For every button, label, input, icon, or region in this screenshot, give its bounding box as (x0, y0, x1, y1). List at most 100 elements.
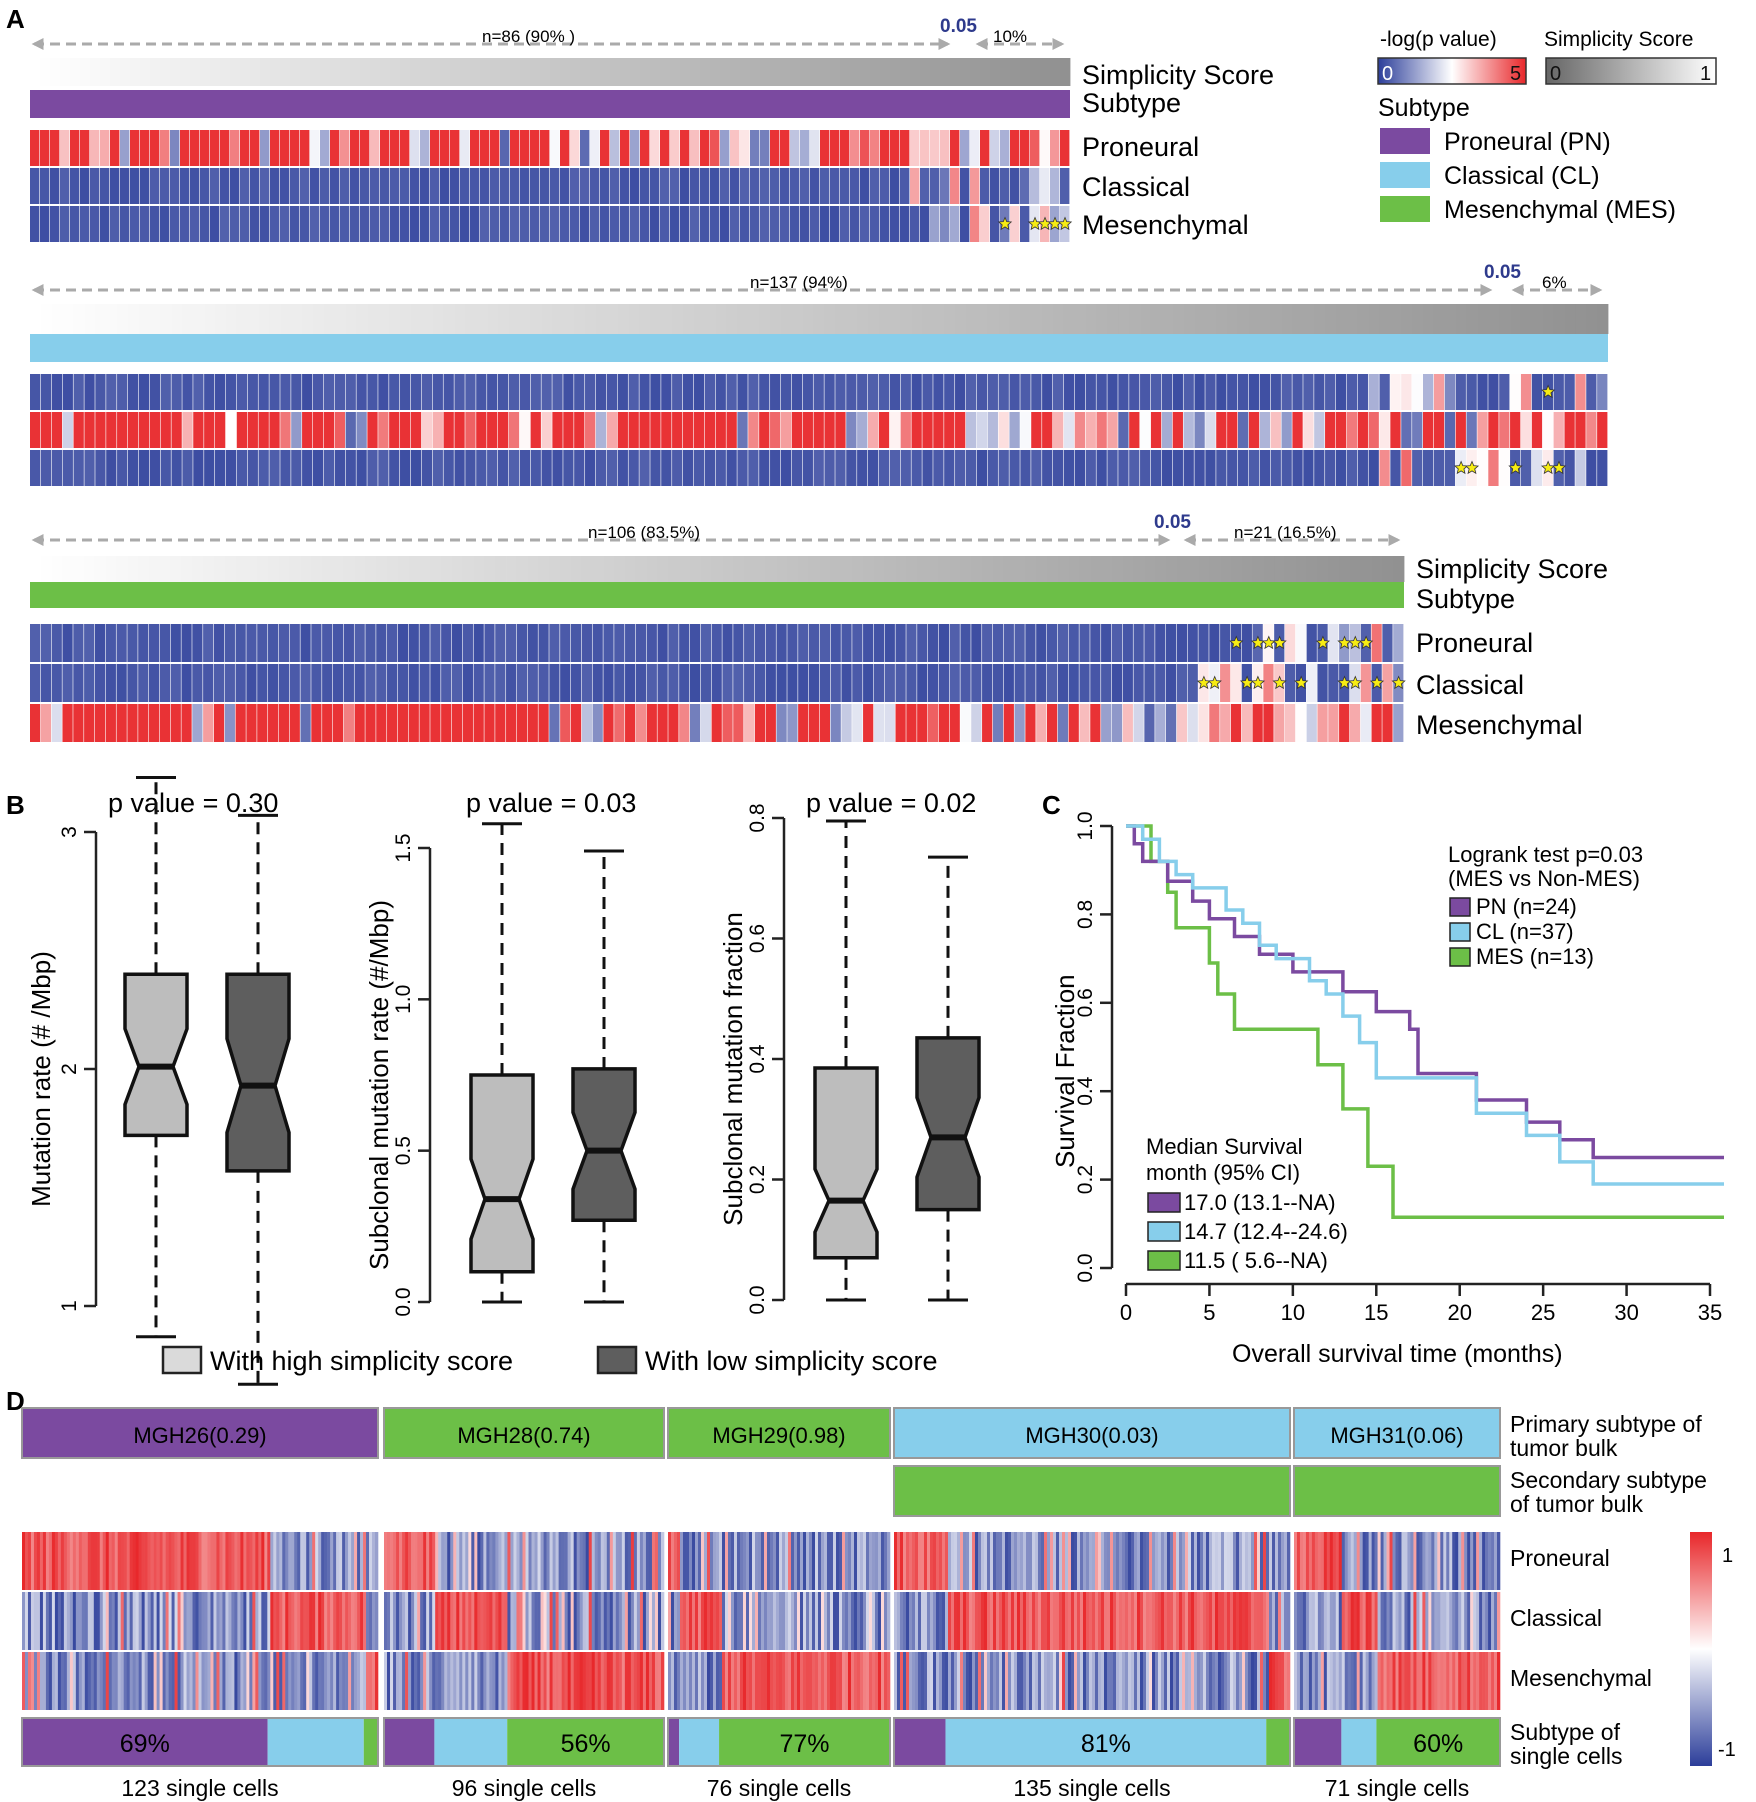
score-cell (700, 206, 710, 242)
score-cell (720, 206, 730, 242)
simplicity-cell (465, 304, 477, 334)
score-cell (378, 450, 389, 486)
single-cell-score (1263, 1532, 1267, 1590)
score-cell (1150, 374, 1162, 410)
score-cell (1270, 450, 1281, 486)
simplicity-cell (650, 304, 662, 334)
score-cell (30, 450, 41, 486)
single-cell-score (927, 1592, 931, 1650)
score-cell (889, 450, 901, 486)
score-cell (759, 450, 770, 486)
single-cell-score (1311, 1532, 1316, 1590)
simplicity-cell (530, 58, 541, 86)
single-cell-score (1014, 1532, 1018, 1590)
single-cell-score (1398, 1652, 1402, 1710)
score-cell (1085, 412, 1096, 448)
score-cell (808, 704, 820, 742)
single-cell-score (432, 1532, 436, 1590)
single-cell-score (881, 1532, 885, 1590)
single-cell-score (654, 1652, 659, 1710)
score-cell (704, 450, 716, 486)
simplicity-cell (213, 556, 226, 582)
single-cell-score (1215, 1532, 1219, 1590)
simplicity-cell (1270, 304, 1282, 334)
score-cell (850, 168, 860, 204)
single-cell-score (234, 1652, 238, 1710)
single-cell-score (1248, 1592, 1252, 1650)
single-cell-score (99, 1532, 104, 1590)
single-cell-score (1116, 1592, 1120, 1650)
single-cell-score (375, 1532, 379, 1590)
single-cell-score (405, 1592, 409, 1650)
single-cell-score (84, 1592, 89, 1650)
score-cell (802, 374, 813, 410)
km-legend-pn: PN (n=24) (1476, 894, 1577, 919)
score-cell (470, 130, 480, 166)
simplicity-cell (149, 556, 161, 582)
score-cell (220, 206, 230, 242)
simplicity-cell (617, 304, 629, 334)
single-cell-score (776, 1532, 780, 1590)
single-cell-score (1131, 1592, 1135, 1650)
score-cell (117, 412, 128, 448)
score-cell (726, 412, 737, 448)
single-cell-score (270, 1652, 274, 1710)
score-cell (857, 450, 868, 486)
score-cell (770, 130, 780, 166)
y-axis-label: Subclonal mutation fraction (718, 912, 748, 1226)
score-cell (516, 664, 528, 702)
score-cell (1052, 450, 1064, 486)
score-cell (420, 130, 430, 166)
single-cell-score (645, 1532, 650, 1590)
score-cell (1165, 664, 1177, 702)
median-title2: month (95% CI) (1146, 1160, 1300, 1185)
score-cell (860, 130, 870, 166)
simplicity-cell (1284, 556, 1297, 582)
single-cell-score (903, 1592, 907, 1650)
single-cell-score (951, 1532, 955, 1590)
single-cell-score (1044, 1652, 1048, 1710)
simplicity-cell (1248, 304, 1261, 334)
score-cell (595, 374, 607, 410)
single-cell-score (860, 1592, 864, 1650)
score-cell (257, 624, 268, 662)
single-cell-score (927, 1532, 931, 1590)
simplicity-cell (330, 58, 341, 86)
score-cell (160, 206, 170, 242)
simplicity-cell (1107, 304, 1119, 334)
simplicity-cell (614, 556, 626, 582)
simplicity-cell (940, 58, 951, 86)
single-cell-fraction (668, 1718, 680, 1766)
single-cell-score (177, 1532, 181, 1590)
single-cell-score (906, 1592, 910, 1650)
single-cell-score (309, 1532, 313, 1590)
score-cell (50, 130, 60, 166)
single-cell-score (1194, 1652, 1198, 1710)
single-cell-score (1065, 1652, 1069, 1710)
single-cell-score (1083, 1532, 1087, 1590)
score-cell (340, 168, 350, 204)
single-cell-score (561, 1532, 565, 1590)
single-cell-score (618, 1532, 623, 1590)
score-cell (850, 206, 860, 242)
single-cell-score (1341, 1652, 1346, 1710)
single-cell-score (276, 1532, 280, 1590)
single-cell-score (1398, 1532, 1402, 1590)
single-cell-score (480, 1532, 484, 1590)
single-cell-score (552, 1592, 556, 1650)
single-cell-score (1212, 1652, 1216, 1710)
single-cell-score (827, 1532, 831, 1590)
single-cell-score (1281, 1532, 1285, 1590)
score-cell (628, 374, 639, 410)
simplicity-cell (606, 304, 619, 334)
score-cell (1090, 704, 1101, 742)
score-cell (998, 412, 1009, 448)
simplicity-cell (120, 58, 131, 86)
simplicity-cell (846, 304, 858, 334)
single-cell-score (1347, 1532, 1352, 1590)
score-cell (657, 664, 668, 702)
score-cell (1031, 374, 1042, 410)
single-cell-score (105, 1592, 110, 1650)
score-cell (1063, 374, 1075, 410)
simplicity-cell (1230, 556, 1243, 582)
